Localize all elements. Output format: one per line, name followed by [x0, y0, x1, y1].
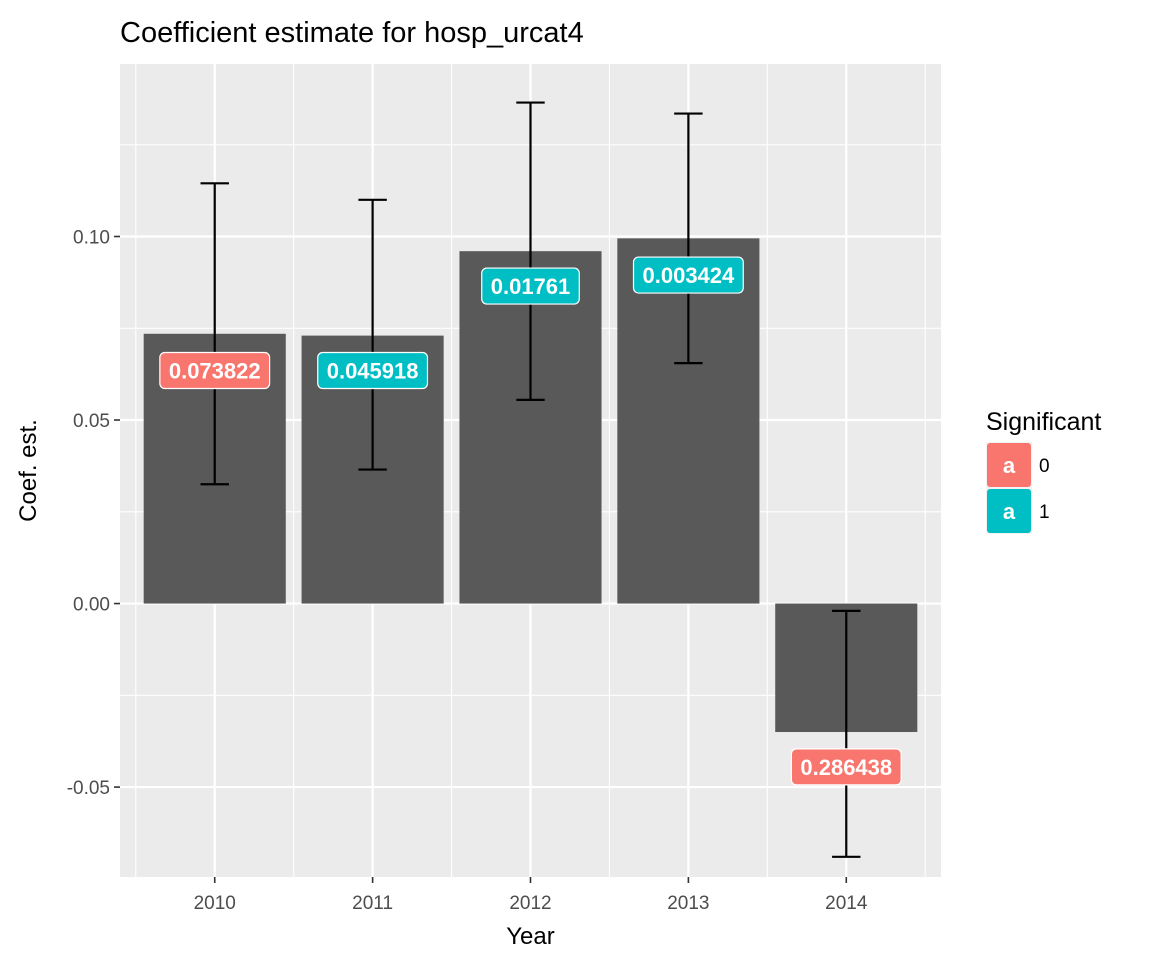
- legend-key-swatch: [987, 489, 1031, 533]
- legend-label: 0: [1039, 456, 1050, 477]
- x-tick-label: 2012: [509, 893, 551, 914]
- y-tick-label: 0.00: [73, 595, 110, 616]
- legend-key-letter: a: [1003, 499, 1016, 524]
- x-axis-title: Year: [506, 923, 555, 950]
- legend-key-swatch: [987, 443, 1031, 487]
- svg-text:0.003424: 0.003424: [643, 263, 736, 288]
- data-label-2013: 0.003424: [632, 256, 744, 294]
- svg-text:0.073822: 0.073822: [169, 358, 261, 383]
- error-bar-2014: [832, 609, 861, 858]
- y-axis-title: Coef. est.: [15, 419, 42, 522]
- y-axis-ticks: -0.05 0.00 0.05 0.10: [67, 228, 120, 799]
- x-tick-label: 2014: [825, 893, 868, 914]
- svg-text:0.286438: 0.286438: [800, 755, 892, 780]
- error-bar-2011: [358, 198, 387, 471]
- data-label-2012: 0.01761: [481, 267, 580, 305]
- x-tick-label: 2013: [667, 893, 709, 914]
- data-label-2011: 0.045918: [317, 351, 429, 390]
- error-bar-2010: [200, 182, 229, 486]
- legend-title: Significant: [986, 408, 1101, 436]
- y-tick-label: 0.05: [73, 411, 110, 432]
- y-tick-label: 0.10: [73, 228, 110, 249]
- y-tick-label: -0.05: [67, 778, 110, 799]
- chart-title: Coefficient estimate for hosp_urcat4: [120, 17, 584, 49]
- data-label-2014: 0.286438: [790, 748, 902, 786]
- data-label-2010: 0.073822: [159, 351, 271, 390]
- svg-text:0.045918: 0.045918: [327, 358, 419, 383]
- data-labels: 0.073822 0.045918 0.01761 0.003424 0.286438: [159, 256, 902, 786]
- error-bars: [200, 101, 861, 858]
- error-bar-2012: [516, 101, 545, 401]
- legend-label: 1: [1039, 502, 1050, 523]
- svg-text:0.01761: 0.01761: [491, 274, 571, 299]
- legend-key-letter: a: [1003, 453, 1016, 478]
- legend: Significant a 0a 1: [986, 408, 1101, 534]
- x-tick-label: 2011: [352, 893, 393, 914]
- error-bar-2013: [674, 112, 703, 365]
- x-tick-label: 2010: [194, 893, 236, 914]
- x-axis-ticks: 2010 2011 2012 2013 2014: [194, 877, 868, 914]
